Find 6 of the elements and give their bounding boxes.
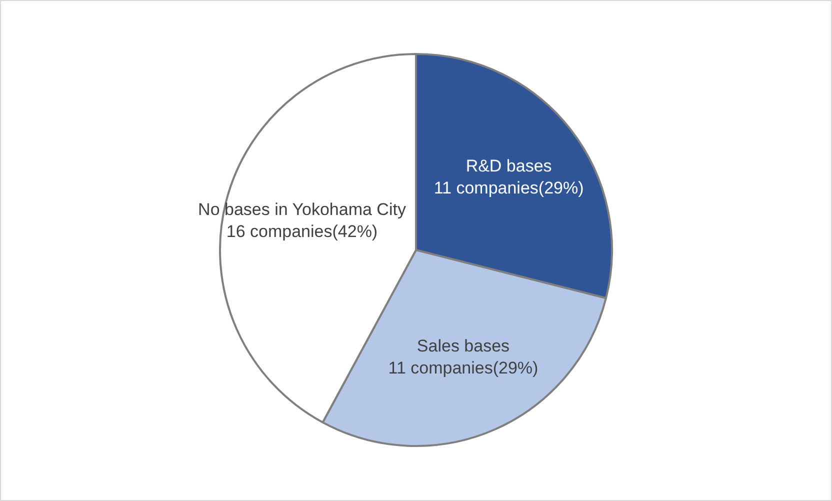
slice-label: R&D bases	[466, 156, 552, 176]
data-label: 16 companies(42%)	[226, 222, 378, 241]
slice-label: No bases in Yokohama City	[198, 200, 406, 219]
slice-label: Sales bases	[416, 336, 510, 356]
data-label: 11 companies(29%)	[388, 358, 538, 378]
data-label: 11 companies(29%)	[434, 178, 584, 198]
